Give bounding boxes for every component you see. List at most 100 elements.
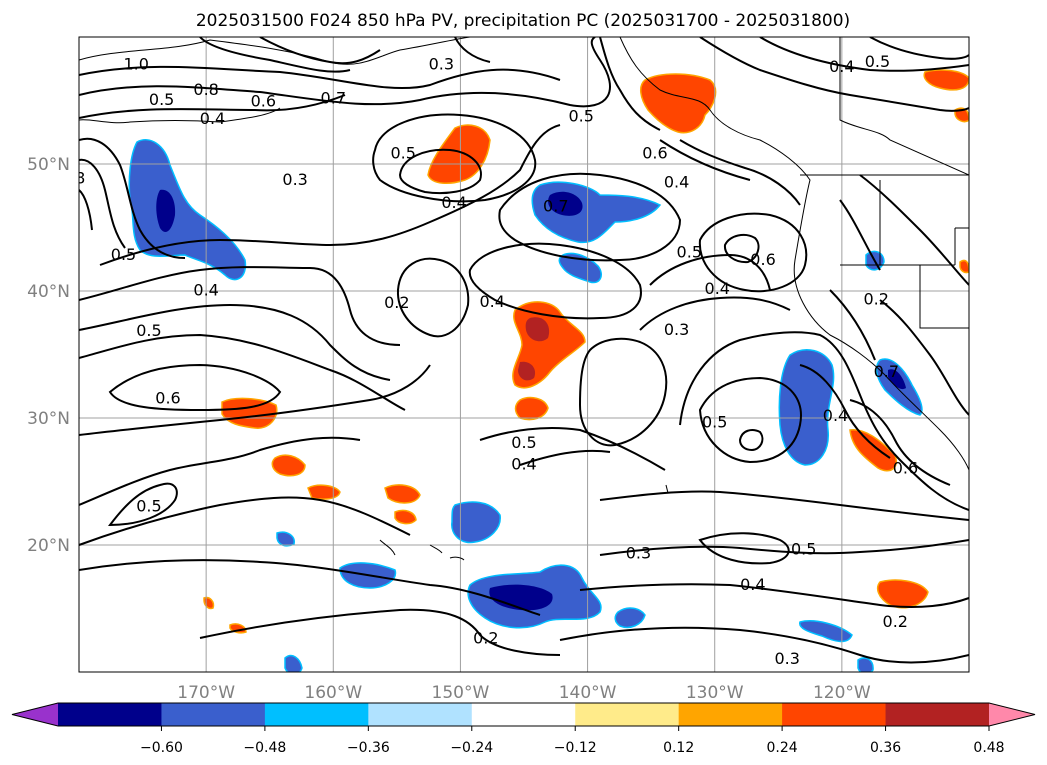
precip-region-positive (877, 579, 929, 609)
precip-region-strong-positive (525, 317, 550, 342)
lat-tick-label: 50°N (27, 155, 70, 175)
lon-tick-label: 160°W (304, 683, 362, 703)
colorbar-segment (471, 703, 576, 726)
lat-tick-label: 40°N (27, 282, 70, 302)
lon-tick-label: 170°W (177, 683, 235, 703)
precip-region-strong-negative (156, 189, 176, 232)
colorbar-segment (782, 703, 887, 726)
colorbar-outline (11, 702, 1036, 727)
contour-label: 0.2 (863, 289, 888, 308)
colorbar: −0.60 −0.48 −0.36 −0.24 −0.12 0.12 0.24 0.36 0.4… (11, 702, 1036, 756)
coastlines (79, 37, 969, 561)
contour-label: 0.2 (473, 628, 498, 647)
colorbar-tick-label: 0.24 (767, 740, 798, 756)
contour-label: 0.7 (321, 89, 346, 108)
contour-label: 0.5 (511, 433, 536, 452)
contour-label: 0.7 (543, 197, 568, 216)
longitude-tick-labels: 170°W 160°W 150°W 140°W 130°W 120°W (177, 683, 871, 703)
colorbar-tick-label: 0.48 (973, 740, 1004, 756)
colorbar-segment (368, 703, 473, 726)
contour-label: 0.6 (750, 250, 775, 269)
contour-label: 0.5 (390, 143, 415, 162)
pv-contours (79, 37, 969, 664)
precip-region-negative (451, 501, 501, 544)
contour-label: 0.5 (791, 540, 816, 559)
lon-tick-label: 140°W (559, 683, 617, 703)
contour-label: 0.4 (664, 173, 689, 192)
precip-region-negative (614, 607, 646, 629)
contour-label: 0.7 (874, 362, 899, 381)
contour-label: 0.4 (479, 292, 504, 311)
lon-tick-label: 150°W (432, 683, 490, 703)
precip-region-positive (307, 484, 341, 500)
precip-region-positive (394, 509, 417, 525)
latitude-tick-labels: 50°N 40°N 30°N 20°N (27, 155, 70, 556)
precip-region-strong-positive (518, 361, 536, 381)
colorbar-tick-label: −0.24 (450, 740, 493, 756)
lat-tick-label: 20°N (27, 536, 70, 556)
contour-label: 0.4 (705, 279, 730, 298)
precip-region-negative (284, 654, 303, 672)
precip-region-positive (221, 397, 278, 429)
figure-title: 2025031500 F024 850 hPa PV, precipitatio… (196, 11, 850, 31)
lon-tick-label: 120°W (813, 683, 871, 703)
contour-label: 0.2 (384, 293, 409, 312)
contour-label: 0.5 (865, 52, 890, 71)
precip-region-positive (923, 69, 969, 91)
lon-tick-label: 130°W (686, 683, 744, 703)
precip-region-positive (640, 73, 717, 134)
precip-region-positive (427, 124, 491, 185)
map-panel: 1.00.80.60.50.40.70.30.50.60.4 0.50.40.21… (41, 37, 969, 672)
precip-region-negative (799, 620, 853, 643)
colorbar-tick-label: 0.36 (870, 740, 901, 756)
colorbar-segment (58, 703, 162, 726)
contour-label: 0.2 (41, 120, 66, 139)
map-frame (78, 36, 970, 673)
contour-label: 0.6 (642, 143, 667, 162)
colorbar-segment (885, 703, 990, 726)
contour-label: 0.5 (568, 107, 593, 126)
precip-region-negative (778, 349, 835, 466)
colorbar-tick-label: 0.12 (663, 740, 694, 756)
contour-label: 0.3 (282, 170, 307, 189)
contour-label: 0.3 (626, 543, 651, 562)
precip-region-positive (959, 259, 969, 274)
contour-label: 0.6 (155, 388, 180, 407)
contour-label: 0.4 (740, 575, 765, 594)
contour-label: 0.6 (893, 458, 918, 477)
colorbar-tick-label: −0.12 (554, 740, 597, 756)
contour-label: 1.0 (123, 54, 148, 73)
contour-labels: 1.00.80.60.50.40.70.30.50.60.4 0.50.40.21… (41, 52, 918, 668)
colorbar-tick-label: −0.36 (347, 740, 390, 756)
precip-region-positive (203, 596, 215, 610)
contour-label: 0.3 (774, 649, 799, 668)
contour-label: 0.4 (441, 193, 466, 212)
contour-label: 0.4 (200, 109, 225, 128)
contour-label: 0.2 (883, 612, 908, 631)
contour-label: 0.3 (664, 320, 689, 339)
precip-region-strong-negative (888, 369, 906, 390)
contour-label: 0.8 (193, 80, 218, 99)
colorbar-segment (678, 703, 783, 726)
precip-region-positive (514, 396, 549, 421)
precip-region-negative (857, 657, 874, 672)
colorbar-tick-label: −0.48 (243, 740, 286, 756)
colorbar-extend-high (989, 703, 1035, 726)
colorbar-segment (161, 703, 266, 726)
contour-label: 0.5 (136, 496, 161, 515)
precip-region-negative (276, 531, 296, 547)
contour-label: 0.6 (251, 91, 276, 110)
colorbar-segment (575, 703, 680, 726)
precip-region-positive (849, 429, 897, 472)
contour-label: 0.5 (149, 90, 174, 109)
contour-label: 0.4 (823, 406, 848, 425)
precip-region-positive (384, 484, 421, 504)
precip-region-strong-negative (548, 191, 583, 216)
contour-label: 0.4 (193, 281, 218, 300)
contour-label: 0.3 (429, 54, 454, 73)
precip-region-negative (128, 139, 247, 281)
colorbar-segment (264, 703, 369, 726)
precip-region-strong-negative (489, 584, 553, 611)
contour-label: 0.5 (136, 321, 161, 340)
